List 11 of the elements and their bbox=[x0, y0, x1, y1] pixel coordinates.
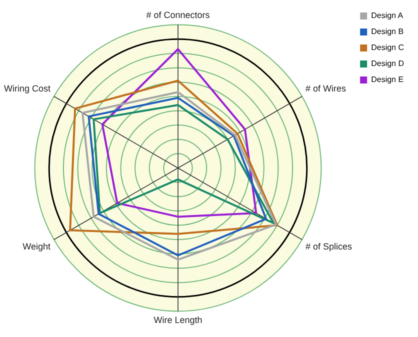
legend-label: Design D bbox=[371, 59, 404, 68]
spoke-label: Weight bbox=[22, 241, 51, 252]
legend-label: Design A bbox=[371, 11, 404, 20]
spoke-label: Wire Length bbox=[154, 315, 202, 326]
spoke-label: Wiring Cost bbox=[4, 83, 51, 94]
legend-label: Design B bbox=[371, 27, 404, 36]
legend-label: Design C bbox=[371, 43, 404, 52]
legend-label: Design E bbox=[371, 75, 404, 84]
spoke-label: # of Connectors bbox=[146, 10, 210, 20]
spoke-label: # of Wires bbox=[305, 83, 346, 94]
spoke-label: # of Splices bbox=[305, 241, 353, 252]
